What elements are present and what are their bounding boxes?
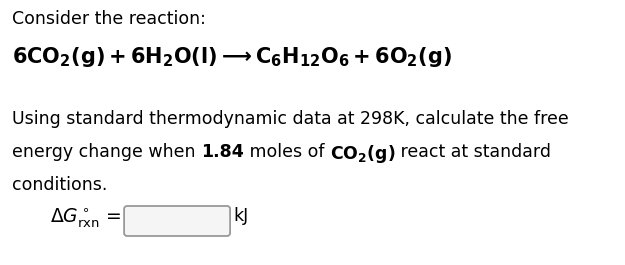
- Text: conditions.: conditions.: [12, 176, 108, 194]
- Text: moles of: moles of: [244, 143, 330, 161]
- Text: $\mathbf{6CO_2(g) + 6H_2O(l){\longrightarrow}C_6H_{12}O_6 + 6O_2(g)}$: $\mathbf{6CO_2(g) + 6H_2O(l){\longrighta…: [12, 45, 452, 69]
- Text: $\mathbf{CO_2(g)}$: $\mathbf{CO_2(g)}$: [330, 143, 395, 165]
- Text: kJ: kJ: [233, 207, 248, 225]
- FancyBboxPatch shape: [124, 206, 230, 236]
- Text: Consider the reaction:: Consider the reaction:: [12, 10, 206, 28]
- Text: react at standard: react at standard: [395, 143, 551, 161]
- Text: energy change when: energy change when: [12, 143, 201, 161]
- Text: 1.84: 1.84: [201, 143, 244, 161]
- Text: Using standard thermodynamic data at 298K, calculate the free: Using standard thermodynamic data at 298…: [12, 110, 569, 128]
- Text: $\Delta G^\circ_{\mathrm{rxn}}$ =: $\Delta G^\circ_{\mathrm{rxn}}$ =: [50, 207, 121, 231]
